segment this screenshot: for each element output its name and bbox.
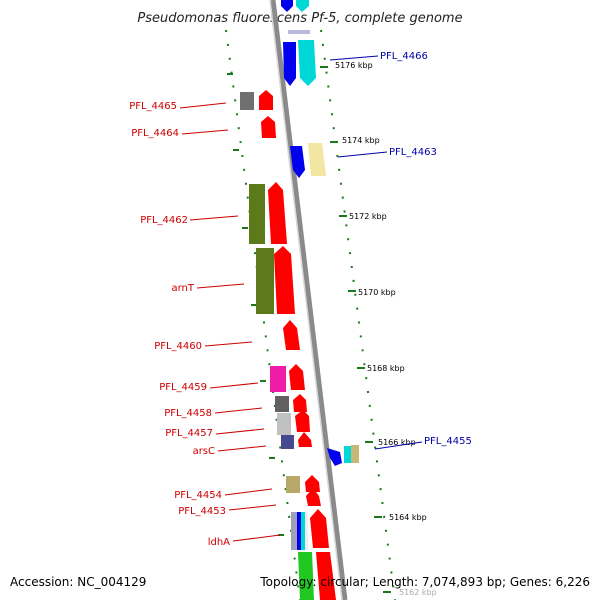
gene-pfl4453-red[interactable]: [306, 488, 321, 506]
gene-label[interactable]: PFL_4460: [154, 341, 202, 352]
map-title: Pseudomonas fluorescens Pf-5, complete g…: [137, 11, 462, 26]
gene-cyan-top[interactable]: [296, 0, 309, 12]
gene-red-bottom[interactable]: [316, 552, 336, 600]
gene-arnt-red[interactable]: [274, 246, 295, 314]
gene-pfl4458-grey[interactable]: [275, 396, 289, 412]
gene-pfl4466-cyan[interactable]: [298, 40, 316, 86]
gene-pfl4462-red[interactable]: [268, 182, 287, 244]
gene-label[interactable]: PFL_4459: [159, 382, 207, 393]
gene-label[interactable]: PFL_4465: [129, 101, 177, 112]
gene-pfl4464-red[interactable]: [261, 116, 276, 138]
gene-label[interactable]: PFL_4466: [380, 51, 428, 62]
gene-pfl4459-red[interactable]: [289, 364, 305, 390]
tick-label: 5170 kbp: [358, 288, 396, 297]
gene-arnt-olive[interactable]: [256, 248, 274, 314]
gene-label[interactable]: arsC: [193, 446, 215, 457]
gene-blue-top[interactable]: [281, 0, 293, 12]
tick-label: 5174 kbp: [342, 136, 380, 145]
gene-pfl4457-red[interactable]: [295, 410, 310, 432]
gene-label[interactable]: PFL_4454: [174, 490, 222, 501]
reverse-strand-genes[interactable]: [240, 90, 336, 600]
gene-pfl4463-yellow[interactable]: [308, 143, 326, 176]
gene-ldha-red[interactable]: [310, 509, 329, 548]
tick-label: 5164 kbp: [389, 513, 427, 522]
tick-label: 5176 kbp: [335, 61, 373, 70]
gene-pfl4462-olive[interactable]: [249, 184, 265, 244]
gene-label[interactable]: PFL_4463: [389, 147, 437, 158]
gene-label[interactable]: PFL_4455: [424, 436, 472, 447]
gene-green-bottom[interactable]: [298, 552, 314, 600]
gene-ldha-grey[interactable]: [291, 512, 298, 550]
gene-pfl4454-red[interactable]: [305, 475, 320, 492]
gene-ldha-cyan[interactable]: [301, 512, 305, 550]
gene-ldha-blue[interactable]: [297, 512, 301, 550]
tick-label: 5166 kbp: [378, 438, 416, 447]
gene-pfl4455-cyan[interactable]: [344, 446, 351, 463]
gene-pfl4460-red[interactable]: [283, 320, 300, 350]
gene-pfl4455-blue[interactable]: [327, 448, 342, 466]
gene-label[interactable]: ldhA: [208, 537, 230, 548]
tick-label: 5168 kbp: [367, 364, 405, 373]
gene-pfl4458-red[interactable]: [293, 394, 307, 412]
gene-pfl4465-grey[interactable]: [240, 92, 254, 110]
gene-pfl4459-magenta[interactable]: [270, 366, 286, 392]
gene-label[interactable]: arnT: [171, 283, 194, 294]
gene-label[interactable]: PFL_4462: [140, 215, 188, 226]
forward-strand-genes[interactable]: [281, 0, 359, 466]
gene-pfl4457-lightgrey[interactable]: [277, 413, 291, 435]
gene-label[interactable]: PFL_4457: [165, 428, 213, 439]
tick-labels: 5176 kbp 5174 kbp 5172 kbp 5170 kbp 5168…: [335, 61, 437, 597]
gene-pfl4455-tan[interactable]: [351, 445, 359, 463]
gene-pfl4454-tan[interactable]: [286, 476, 300, 493]
tick-label: 5172 kbp: [349, 212, 387, 221]
tick-label: 5162 kbp: [399, 588, 437, 597]
left-gene-labels: PFL_4465 PFL_4464 PFL_4462 arnT PFL_4460…: [129, 101, 281, 548]
gene-arsc-red[interactable]: [298, 432, 312, 447]
gene-arsc-slate[interactable]: [281, 435, 294, 449]
backbone: [269, 0, 348, 600]
accession-text: Accession: NC_004129: [10, 575, 146, 589]
gene-pfl4466-blue[interactable]: [283, 42, 296, 86]
gene-label[interactable]: PFL_4464: [131, 128, 179, 139]
gene-pfl4463-blue[interactable]: [290, 146, 305, 178]
gene-label[interactable]: PFL_4453: [178, 506, 226, 517]
gene-pfl4465-red[interactable]: [259, 90, 273, 110]
gene-cyan-top-band: [288, 30, 310, 34]
right-gene-labels: PFL_4466 PFL_4463 PFL_4455: [329, 51, 472, 450]
gene-label[interactable]: PFL_4458: [164, 408, 212, 419]
summary-text: Topology: circular; Length: 7,074,893 bp…: [259, 575, 590, 589]
gene-ldha-white[interactable]: [305, 512, 308, 550]
